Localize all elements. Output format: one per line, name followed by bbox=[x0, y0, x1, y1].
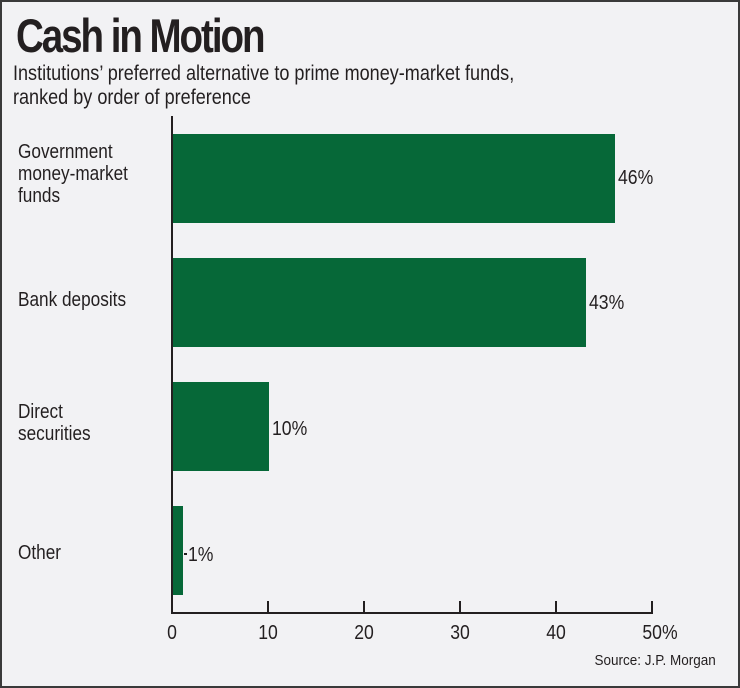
category-label-line: money-market bbox=[18, 163, 128, 185]
chart-title: Cash in Motion bbox=[16, 9, 266, 62]
category-label-government-mmf: Government money-market funds bbox=[18, 141, 128, 207]
bar-direct-securities bbox=[173, 382, 269, 471]
bar-government-mmf bbox=[173, 134, 615, 223]
source-note: Source: J.P. Morgan bbox=[594, 652, 716, 669]
category-label-line: funds bbox=[18, 185, 61, 207]
category-label-line: Government bbox=[18, 141, 113, 163]
x-tick-label: 30 bbox=[450, 622, 470, 644]
x-tick-label: 50% bbox=[642, 622, 678, 644]
x-tick bbox=[267, 601, 269, 613]
value-leader-other bbox=[184, 553, 187, 555]
x-axis-line bbox=[171, 612, 653, 614]
x-tick bbox=[459, 601, 461, 613]
category-label-line: Other bbox=[18, 542, 62, 564]
x-tick bbox=[171, 601, 173, 613]
category-label-line: Bank deposits bbox=[18, 289, 127, 311]
category-label-line: securities bbox=[18, 423, 91, 445]
category-label-other: Other bbox=[18, 542, 61, 564]
value-label-other: 1% bbox=[187, 544, 214, 566]
subtitle-line-1: Institutions’ preferred alternative to p… bbox=[13, 62, 515, 85]
bar-other bbox=[173, 506, 183, 595]
x-tick-label: 10 bbox=[258, 622, 278, 644]
category-label-bank-deposits: Bank deposits bbox=[18, 289, 126, 311]
value-label-government-mmf: 46% bbox=[617, 167, 653, 189]
chart-subtitle: Institutions’ preferred alternative to p… bbox=[13, 62, 514, 110]
x-tick-label: 40 bbox=[546, 622, 566, 644]
x-tick bbox=[651, 601, 653, 613]
x-tick-label: 0 bbox=[167, 622, 177, 644]
bar-bank-deposits bbox=[173, 258, 586, 347]
category-label-line: Direct bbox=[18, 401, 63, 423]
subtitle-line-2: ranked by order of preference bbox=[13, 86, 251, 109]
value-label-bank-deposits: 43% bbox=[588, 292, 625, 314]
category-label-direct-securities: Direct securities bbox=[18, 401, 91, 445]
x-tick bbox=[363, 601, 365, 613]
value-label-direct-securities: 10% bbox=[272, 418, 308, 440]
x-tick-label: 20 bbox=[354, 622, 374, 644]
y-axis-line bbox=[171, 116, 173, 614]
x-tick bbox=[555, 601, 557, 613]
